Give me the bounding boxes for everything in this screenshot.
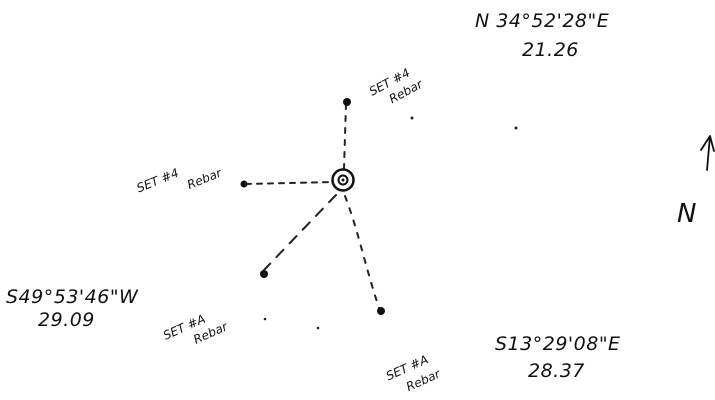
rebar-pin-south: [377, 307, 385, 315]
stray-mark: [316, 326, 320, 330]
tie-line-north: [343, 103, 347, 169]
distance-label-se: 28.37: [528, 360, 585, 382]
tie-line-south: [344, 195, 380, 309]
north-arrow: N: [677, 135, 715, 229]
set-label: SET #4: [135, 166, 181, 195]
bearing-label-se: S13°29'08"E: [495, 333, 621, 355]
distance-label-sw: 29.09: [38, 309, 95, 331]
tie-line-west: [245, 181, 332, 185]
pin-label-north: SET #4 Rebar: [367, 66, 426, 107]
distance-label-ne: 21.26: [522, 39, 579, 61]
stray-mark: [410, 116, 414, 120]
tie-line-southwest: [263, 194, 337, 271]
stray-mark: [514, 126, 518, 130]
center-monument: [331, 168, 355, 192]
pin-label-west: SET #4 Rebar: [135, 165, 225, 195]
rebar-pin-southwest: [260, 270, 268, 278]
pin-label-south: SET #A Rebar: [384, 352, 443, 394]
rebar-pin-west: [240, 180, 248, 188]
rebar-label: Rebar: [185, 165, 224, 192]
bearing-label-ne: N 34°52'28"E: [475, 10, 609, 32]
north-arrow-label: N: [677, 199, 696, 229]
rebar-pin-north: [343, 98, 351, 106]
pin-label-southwest: SET #A Rebar: [161, 312, 230, 347]
stray-mark: [263, 317, 267, 321]
bearing-label-sw: S49°53'46"W: [6, 286, 139, 308]
